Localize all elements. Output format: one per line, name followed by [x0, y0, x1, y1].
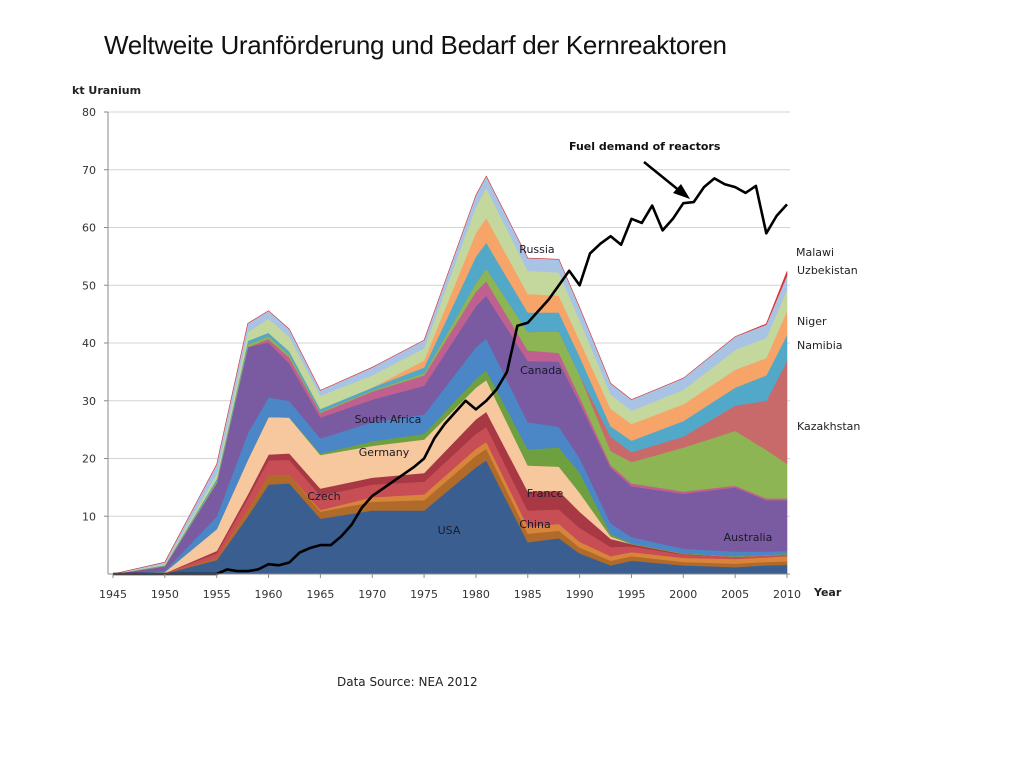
x-tick-label-1965: 1965 [306, 588, 334, 601]
label-uzbekistan: Uzbekistan [797, 264, 858, 277]
label-south-africa: South Africa [355, 413, 422, 426]
label-kazakhstan: Kazakhstan [797, 420, 860, 433]
label-namibia: Namibia [797, 339, 843, 352]
annotation-arrow [643, 161, 690, 199]
x-tick-label-1980: 1980 [462, 588, 490, 601]
y-tick-label-30: 30 [82, 395, 96, 408]
page-title: Weltweite Uranförderung und Bedarf der K… [104, 30, 727, 60]
y-tick-label-80: 80 [82, 106, 96, 119]
label-niger: Niger [797, 315, 827, 328]
axes: 10 20 30 40 50 60 70 80 1945 1950 1955 1960 1965 1970… [82, 106, 801, 601]
y-axis-title: kt Uranium [72, 84, 141, 97]
label-australia: Australia [724, 531, 773, 544]
data-source-note: Data Source: NEA 2012 [337, 675, 478, 689]
label-usa: USA [438, 524, 461, 537]
x-tick-label-1960: 1960 [255, 588, 283, 601]
x-tick-label-2005: 2005 [721, 588, 749, 601]
demand-annotation: Fuel demand of reactors [569, 140, 721, 153]
area-malawi [112, 175, 788, 575]
x-tick-label-1985: 1985 [514, 588, 542, 601]
x-tick-label-1955: 1955 [203, 588, 231, 601]
label-russia: Russia [519, 243, 554, 256]
x-tick-label-1970: 1970 [358, 588, 386, 601]
fuel-demand-line [113, 177, 788, 576]
y-tick-label-20: 20 [82, 453, 96, 466]
y-tick-label-40: 40 [82, 337, 96, 350]
stacked-areas [112, 175, 788, 575]
demand-line-group [113, 177, 788, 576]
x-tick-label-1950: 1950 [151, 588, 179, 601]
label-germany: Germany [359, 446, 410, 459]
y-tick-label-60: 60 [82, 222, 96, 235]
x-tick-label-1995: 1995 [617, 588, 645, 601]
x-tick-label-1975: 1975 [410, 588, 438, 601]
label-czech: Czech [307, 490, 340, 503]
label-canada: Canada [520, 364, 562, 377]
label-france: France [527, 487, 564, 500]
x-tick-label-1990: 1990 [566, 588, 594, 601]
y-tick-label-50: 50 [82, 279, 96, 292]
series-labels: USA Czech Germany South Africa China France Ca… [307, 243, 860, 544]
label-china: China [519, 518, 550, 531]
x-axis-title: Year [813, 586, 842, 599]
x-tick-label-2010: 2010 [773, 588, 801, 601]
label-malawi: Malawi [796, 246, 834, 259]
arrow-head [673, 184, 690, 199]
x-tick-label-1945: 1945 [99, 588, 127, 601]
y-tick-label-10: 10 [82, 510, 96, 523]
x-tick-label-2000: 2000 [669, 588, 697, 601]
y-tick-label-70: 70 [82, 164, 96, 177]
